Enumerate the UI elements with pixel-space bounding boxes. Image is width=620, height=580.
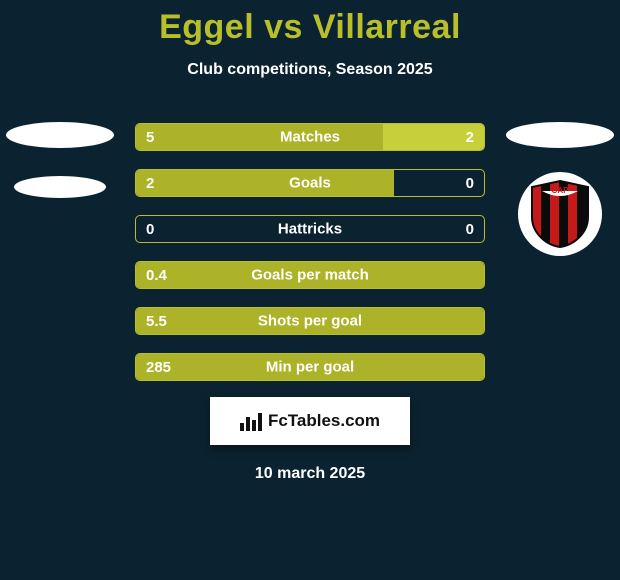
comparison-card: Eggel vs Villarreal Club competitions, S… <box>0 0 620 580</box>
team-left-placeholder-2 <box>14 176 106 198</box>
stat-right-value: 0 <box>466 175 474 192</box>
source-badge-text: FcTables.com <box>268 411 380 431</box>
stat-bar: 0.4 Goals per match <box>135 261 485 289</box>
stat-bar: 2 0 Goals <box>135 169 485 197</box>
stat-label: Hattricks <box>278 221 342 238</box>
stat-bar-fill-left <box>136 170 394 196</box>
page-title: Eggel vs Villarreal <box>159 8 461 47</box>
stat-left-value: 0.4 <box>146 267 167 284</box>
stat-left-value: 5 <box>146 129 154 146</box>
subtitle: Club competitions, Season 2025 <box>187 61 432 79</box>
stat-left-value: 285 <box>146 359 171 376</box>
stat-bar: 5 2 Matches <box>135 123 485 151</box>
team-right-placeholder <box>506 122 614 148</box>
stat-bar-fill-left <box>136 124 383 150</box>
stat-label: Goals per match <box>251 267 369 284</box>
stat-right-value: 2 <box>466 129 474 146</box>
stat-bar: 5.5 Shots per goal <box>135 307 485 335</box>
stat-label: Min per goal <box>266 359 354 376</box>
stat-bar: 285 Min per goal <box>135 353 485 381</box>
team-right-crest: CAP <box>518 172 602 256</box>
stat-label: Goals <box>289 175 331 192</box>
stat-label: Shots per goal <box>258 313 362 330</box>
chart-icon <box>240 411 262 431</box>
shield-icon: CAP <box>528 179 592 249</box>
stat-right-value: 0 <box>466 221 474 238</box>
stat-left-value: 2 <box>146 175 154 192</box>
right-team-area: CAP <box>500 122 620 256</box>
date-text: 10 march 2025 <box>255 465 365 483</box>
stat-bar: 0 0 Hattricks <box>135 215 485 243</box>
stat-label: Matches <box>280 129 340 146</box>
svg-text:CAP: CAP <box>552 186 570 195</box>
source-badge: FcTables.com <box>210 397 410 445</box>
stat-left-value: 0 <box>146 221 154 238</box>
stat-bars: 5 2 Matches 2 0 Goals 0 0 Hattricks 0.4 Goals per … <box>135 123 485 381</box>
team-left-placeholder-1 <box>6 122 114 148</box>
stat-left-value: 5.5 <box>146 313 167 330</box>
left-team-area <box>0 122 120 198</box>
